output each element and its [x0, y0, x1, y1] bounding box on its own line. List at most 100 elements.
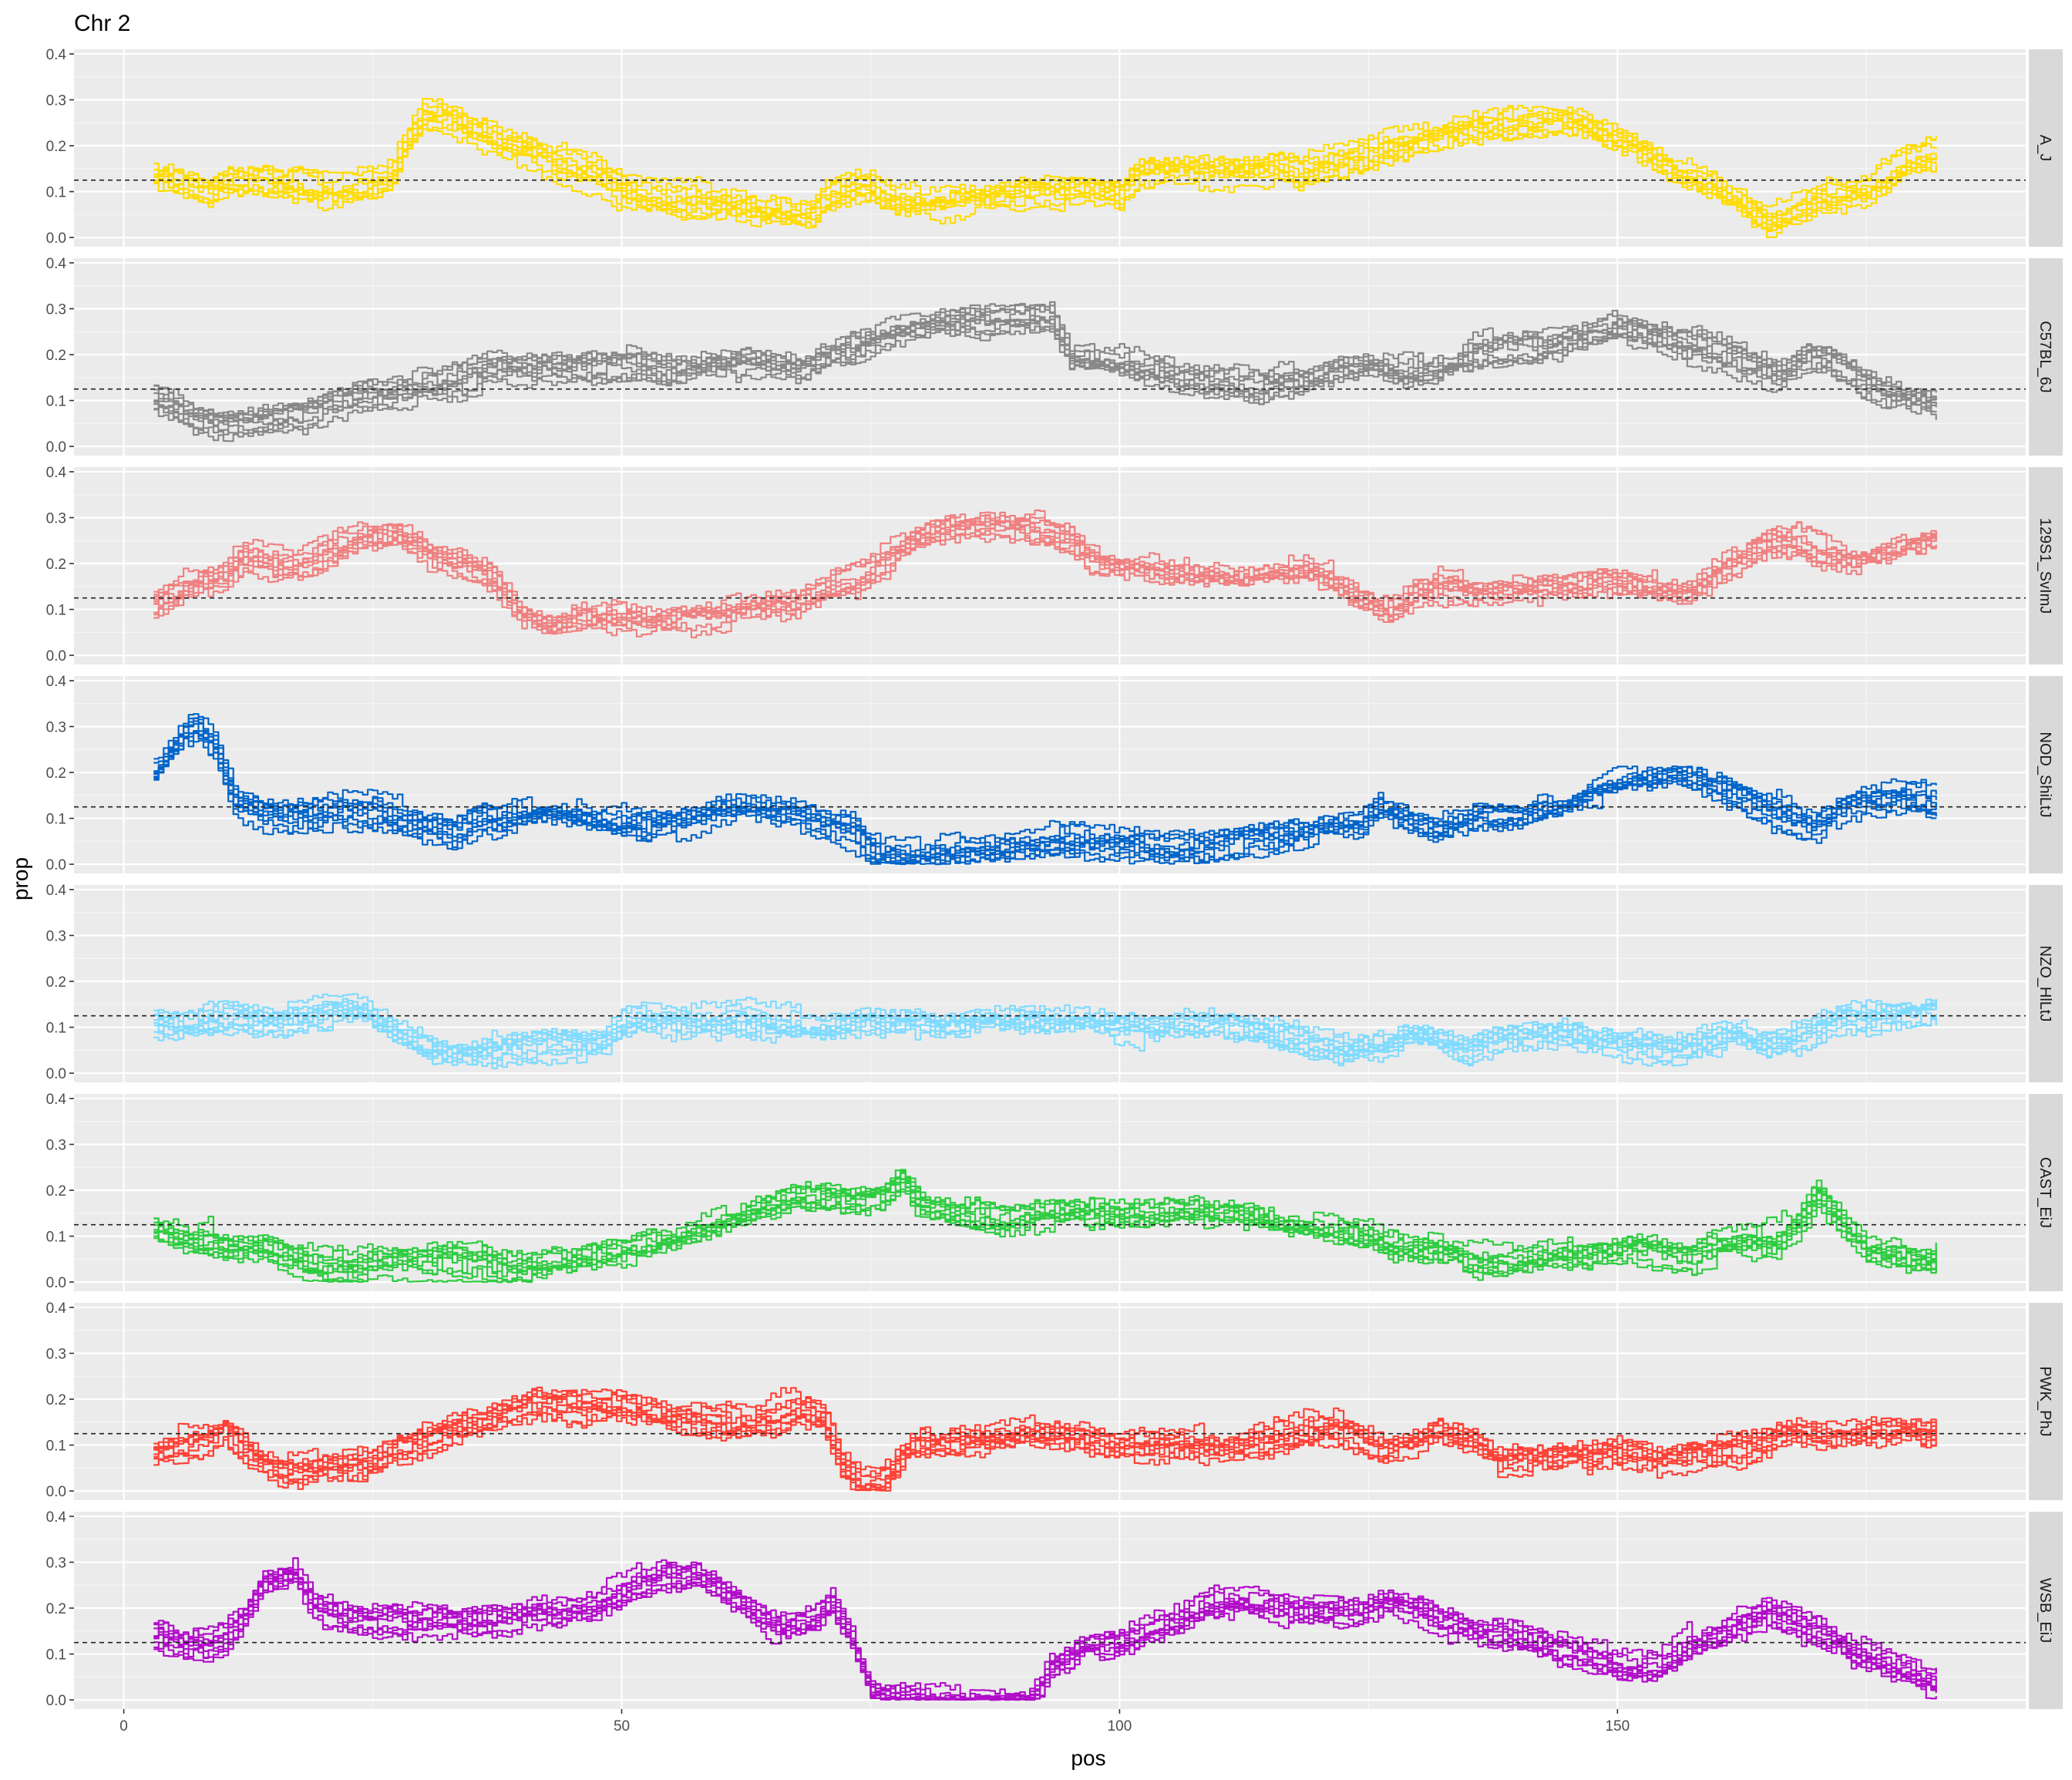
y-tick-label: 0.4 — [46, 883, 67, 899]
y-tick-label: 0.3 — [46, 301, 66, 318]
facet-label: C57BL_6J — [2037, 321, 2054, 392]
y-tick-label: 0.0 — [46, 857, 66, 873]
y-tick-label: 0.3 — [46, 1346, 66, 1362]
y-tick-label: 0.2 — [46, 1392, 66, 1408]
facet-strip — [2029, 1512, 2063, 1709]
series-lines — [153, 993, 1937, 1069]
y-tick-label: 0.0 — [46, 1275, 66, 1291]
series-line-WSB_EiJ — [153, 1573, 1937, 1701]
facet-label: A_J — [2037, 135, 2054, 161]
y-tick-label: 0.3 — [46, 93, 66, 109]
x-axis: 0 50 100 150 — [119, 1709, 1630, 1735]
series-line-CAST_EiJ — [153, 1171, 1937, 1284]
facet-strip — [2029, 49, 2063, 247]
panel-background — [74, 467, 2026, 665]
facet-label: NOD_ShiLtJ — [2037, 732, 2054, 817]
y-tick-label: 0.1 — [46, 603, 66, 619]
chart-title: Chr 2 — [74, 11, 130, 36]
y-tick-label: 0.1 — [46, 394, 66, 410]
x-axis-label: pos — [1071, 1746, 1105, 1770]
y-tick-label: 0.3 — [46, 719, 66, 735]
y-tick-label: 0.2 — [46, 1183, 66, 1200]
series-line-NZO_HlLtJ — [153, 998, 1937, 1065]
facet-strip — [2029, 1303, 2063, 1500]
y-tick-label: 0.4 — [46, 1509, 67, 1526]
y-tick-label: 0.4 — [46, 1301, 67, 1317]
facet-label: NZO_HlLtJ — [2037, 946, 2054, 1022]
y-tick-label: 0.0 — [46, 1066, 66, 1082]
y-tick-label: 0.4 — [46, 465, 67, 481]
y-tick-label: 0.1 — [46, 1230, 66, 1246]
y-tick-label: 0.2 — [46, 348, 66, 364]
facet-label: 129S1_SvImJ — [2037, 518, 2054, 614]
y-tick-label: 0.1 — [46, 812, 66, 828]
x-tick-label: 100 — [1108, 1718, 1132, 1735]
facet-strip — [2029, 467, 2063, 665]
y-tick-label: 0.0 — [46, 439, 66, 456]
facet-strip — [2029, 885, 2063, 1082]
y-tick-label: 0.1 — [46, 1438, 66, 1455]
panel-PWK_PhJ: 0.0 0.1 0.2 0.3 0.4 PWK_PhJ — [46, 1301, 2063, 1500]
y-tick-label: 0.2 — [46, 139, 66, 155]
y-tick-label: 0.2 — [46, 766, 66, 782]
panel-background — [74, 258, 2026, 456]
x-tick-label: 150 — [1605, 1718, 1630, 1735]
panel-NZO_HlLtJ: 0.0 0.1 0.2 0.3 0.4 NZO_HlLtJ — [46, 883, 2063, 1082]
series-line-C57BL_6J — [153, 304, 1937, 426]
series-lines — [153, 1557, 1937, 1701]
x-tick-label: 0 — [119, 1718, 128, 1735]
panels-group: 0.0 0.1 0.2 0.3 0.4 A_J 0.0 0.1 0.2 0.3 0.4 C57BL_6… — [46, 47, 2063, 1709]
y-axis-label: prop — [8, 857, 32, 900]
facet-strip — [2029, 676, 2063, 873]
panel-background — [74, 885, 2026, 1082]
facet-label: CAST_EiJ — [2037, 1157, 2054, 1228]
panel-background — [74, 1094, 2026, 1291]
series-line-A_J — [153, 113, 1937, 231]
y-tick-label: 0.0 — [46, 230, 66, 247]
panel-background — [74, 1303, 2026, 1500]
series-line-NOD_ShiLtJ — [153, 720, 1937, 863]
series-line-C57BL_6J — [153, 302, 1937, 422]
panel-A_J: 0.0 0.1 0.2 0.3 0.4 A_J — [46, 47, 2063, 247]
series-line-129S1_SvImJ — [153, 514, 1937, 630]
y-tick-label: 0.2 — [46, 974, 66, 991]
x-tick-label: 50 — [614, 1718, 630, 1735]
series-lines — [153, 509, 1937, 639]
y-tick-label: 0.4 — [46, 256, 67, 272]
y-tick-label: 0.4 — [46, 1092, 67, 1108]
y-tick-label: 0.2 — [46, 557, 66, 573]
y-tick-label: 0.1 — [46, 1021, 66, 1037]
series-lines — [153, 1169, 1937, 1284]
y-tick-label: 0.3 — [46, 928, 66, 944]
panel-NOD_ShiLtJ: 0.0 0.1 0.2 0.3 0.4 NOD_ShiLtJ — [46, 674, 2063, 873]
series-line-129S1_SvImJ — [153, 530, 1937, 633]
y-tick-label: 0.3 — [46, 1555, 66, 1571]
series-line-A_J — [153, 106, 1937, 226]
panel-WSB_EiJ: 0.0 0.1 0.2 0.3 0.4 WSB_EiJ — [46, 1509, 2063, 1709]
y-tick-label: 0.0 — [46, 1484, 66, 1500]
y-tick-label: 0.0 — [46, 648, 66, 665]
series-line-A_J — [153, 123, 1937, 227]
series-line-C57BL_6J — [153, 317, 1937, 436]
panel-C57BL_6J: 0.0 0.1 0.2 0.3 0.4 C57BL_6J — [46, 256, 2063, 456]
series-lines — [153, 1386, 1937, 1492]
series-line-CAST_EiJ — [153, 1181, 1937, 1281]
series-lines — [153, 98, 1937, 238]
facet-strip — [2029, 258, 2063, 456]
y-tick-label: 0.1 — [46, 1647, 66, 1664]
facet-strip — [2029, 1094, 2063, 1291]
facet-label: PWK_PhJ — [2037, 1366, 2054, 1436]
y-tick-label: 0.2 — [46, 1601, 66, 1617]
series-lines — [153, 301, 1937, 442]
y-tick-label: 0.4 — [46, 47, 67, 63]
series-line-CAST_EiJ — [153, 1190, 1937, 1277]
y-tick-label: 0.4 — [46, 674, 67, 690]
y-tick-label: 0.3 — [46, 510, 66, 527]
panel-CAST_EiJ: 0.0 0.1 0.2 0.3 0.4 CAST_EiJ — [46, 1092, 2063, 1291]
y-tick-label: 0.3 — [46, 1137, 66, 1153]
series-line-PWK_PhJ — [153, 1389, 1937, 1492]
panel-129S1_SvImJ: 0.0 0.1 0.2 0.3 0.4 129S1_SvImJ — [46, 465, 2063, 665]
series-line-NZO_HlLtJ — [153, 1001, 1937, 1067]
